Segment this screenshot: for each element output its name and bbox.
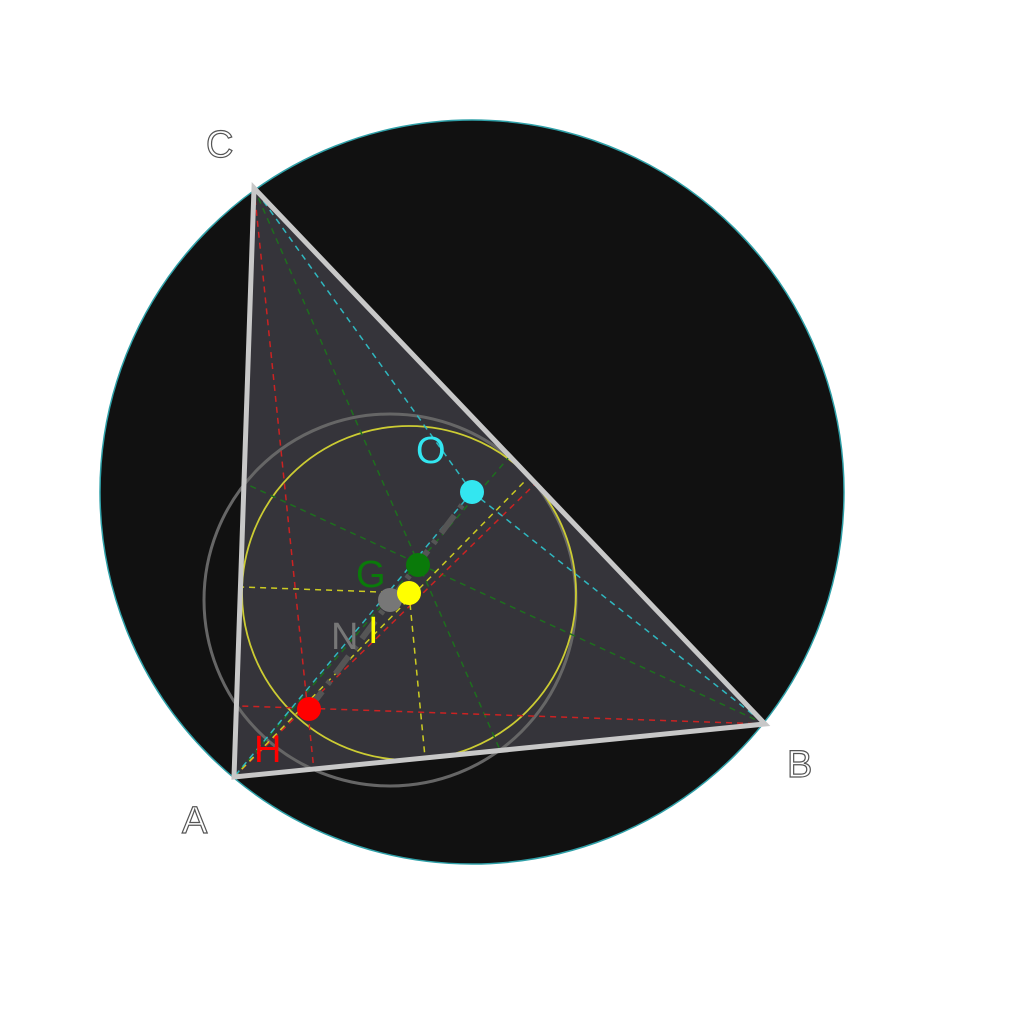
median-c: [253, 187, 501, 751]
incircle-radius-bottom: [408, 592, 426, 758]
centroid-label: G: [356, 554, 386, 596]
perpendicular-bisectors: [233, 187, 766, 778]
altitudes: [233, 187, 766, 778]
orthocenter-point: [297, 697, 321, 721]
circumradius-b: [471, 491, 766, 725]
vertex-label-b: B: [787, 744, 812, 786]
circumcenter-point: [460, 480, 484, 504]
altitude-c: [253, 187, 315, 772]
vertex-label-c: C: [206, 124, 233, 166]
nine-point-center-label: N: [331, 616, 358, 658]
circumcenter-label: O: [416, 430, 446, 472]
triangle-outline: [231, 181, 771, 780]
altitude-a: [233, 483, 536, 778]
circumradius-c: [253, 187, 473, 493]
median-a: [233, 455, 511, 778]
nine-point-center-point: [378, 588, 402, 612]
bisector-a: [233, 478, 528, 778]
vertex-label-a: A: [182, 800, 208, 842]
circumradius-a: [233, 491, 473, 778]
medians: [233, 187, 766, 778]
centroid-point: [406, 553, 430, 577]
incenter-point: [397, 581, 421, 605]
incenter-label: I: [368, 610, 379, 652]
orthocenter-label: H: [254, 729, 281, 771]
median-b: [243, 482, 766, 725]
